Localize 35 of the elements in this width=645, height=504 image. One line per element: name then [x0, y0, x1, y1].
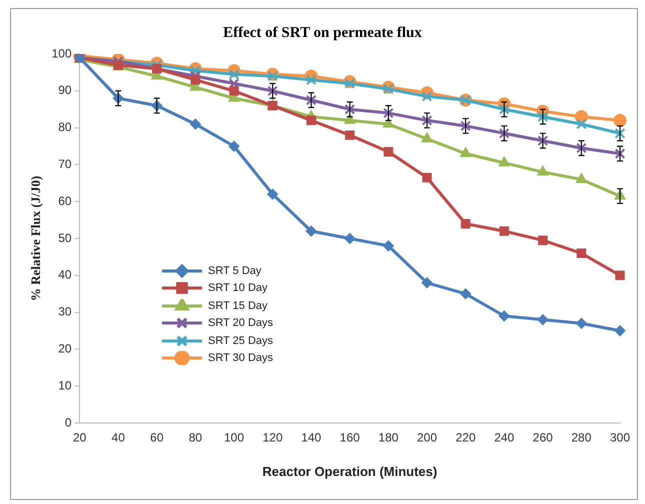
y-tick-label: 60: [58, 194, 72, 208]
x-tick-label: 80: [188, 430, 202, 445]
x-tick-label: 60: [150, 430, 164, 445]
x-axis-title: Reactor Operation (Minutes): [262, 464, 438, 479]
x-tick-label: 240: [494, 430, 515, 445]
legend-label: SRT 30 Days: [208, 352, 274, 364]
x-tick-label: 120: [262, 430, 283, 445]
legend-label: SRT 10 Day: [208, 282, 268, 294]
x-tick-label: 300: [610, 430, 630, 445]
legend-label: SRT 25 Days: [208, 334, 274, 347]
y-tick-label: 80: [58, 120, 72, 134]
x-tick-label: 180: [378, 430, 399, 445]
y-tick-label: 100: [52, 46, 72, 60]
y-tick-label: 50: [58, 230, 72, 245]
x-tick-label: 280: [571, 430, 592, 445]
y-tick-label: 10: [58, 378, 72, 392]
y-axis-title: % Relative Flux (J/J0): [28, 176, 44, 302]
y-tick-label: 30: [58, 304, 72, 319]
x-tick-label: 260: [532, 430, 554, 445]
x-tick-label: 40: [112, 430, 126, 445]
x-tick-label: 100: [224, 430, 244, 445]
x-tick-label: 20: [72, 430, 87, 445]
y-tick-label: 40: [58, 268, 72, 282]
legend-label: SRT 15 Day: [208, 300, 268, 312]
legend-label: SRT 20 Days: [208, 317, 274, 330]
x-tick-label: 200: [416, 430, 438, 445]
x-tick-label: 220: [456, 430, 476, 445]
chart-title: Effect of SRT on permeate flux: [223, 24, 422, 41]
x-tick-label: 140: [301, 430, 322, 445]
y-tick-label: 20: [58, 342, 72, 356]
y-tick-label: 90: [58, 83, 72, 98]
y-tick-label: 70: [58, 157, 72, 172]
y-tick-label: 0: [64, 415, 72, 430]
x-tick-label: 160: [340, 430, 360, 445]
legend-label: SRT 5 Day: [208, 264, 262, 277]
